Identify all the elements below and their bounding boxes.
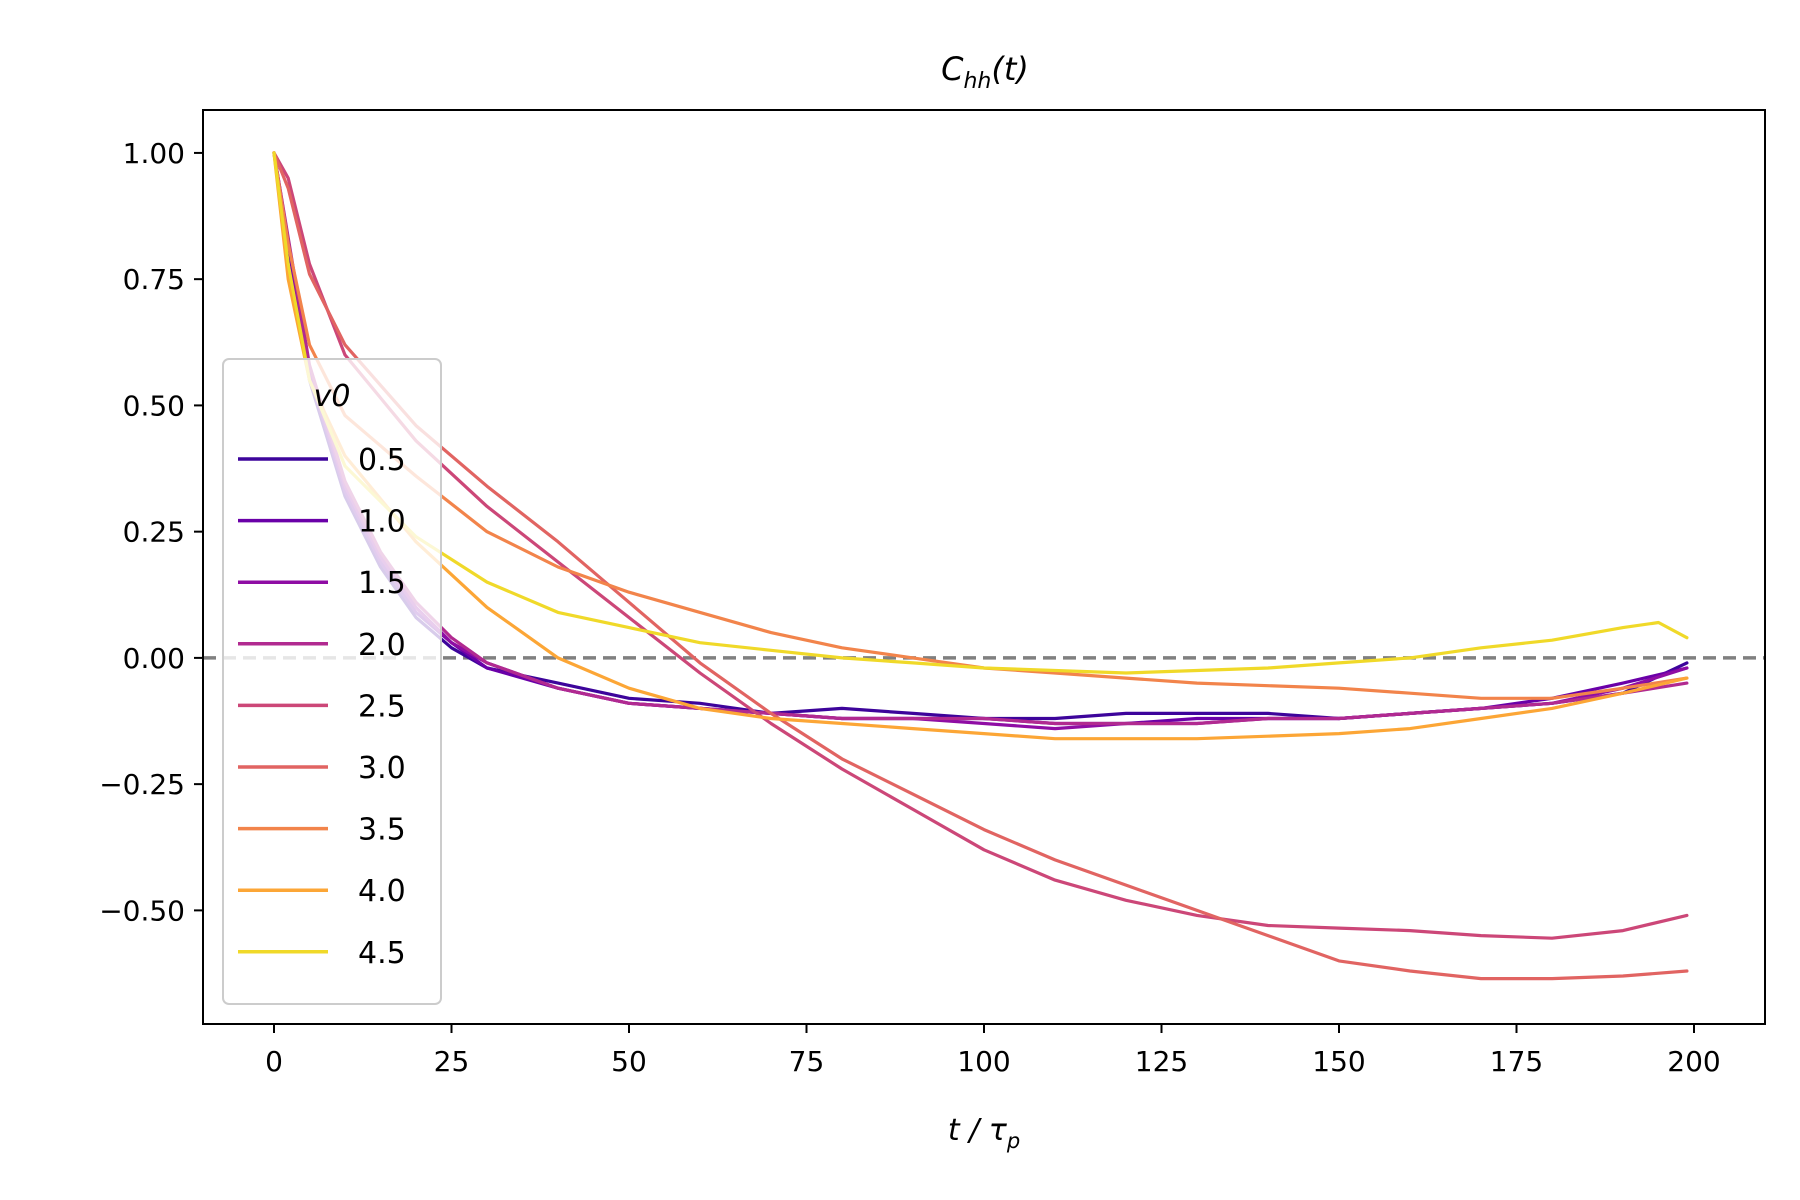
- x-axis-label: t / τp: [948, 1113, 1020, 1153]
- legend-label-2.0: 2.0: [358, 628, 406, 663]
- x-axis: 0 25 50 75 100 125 150 175 200: [265, 1024, 1721, 1078]
- x-tick-label: 25: [434, 1045, 470, 1078]
- legend-label-1.5: 1.5: [358, 566, 406, 601]
- y-tick-label: 0.25: [123, 516, 185, 549]
- legend-label-3.0: 3.0: [358, 751, 406, 786]
- x-tick-label: 150: [1312, 1045, 1365, 1078]
- legend-items: 0.5 1.0 1.5 2.0 2.5 3.0 3.5 4.0 4.5: [238, 443, 406, 971]
- y-tick-label: 0.75: [123, 263, 185, 296]
- legend-label-2.5: 2.5: [358, 689, 406, 724]
- y-tick-label: −0.50: [99, 894, 185, 927]
- y-tick-label: 0.00: [123, 642, 185, 675]
- chart-title: Chh(t): [941, 50, 1029, 94]
- legend-box: [222, 358, 442, 1005]
- x-tick-label: 200: [1667, 1045, 1720, 1078]
- legend-label-4.5: 4.5: [358, 936, 406, 971]
- legend-label-1.0: 1.0: [358, 505, 406, 540]
- x-tick-label: 100: [957, 1045, 1010, 1078]
- y-tick-label: −0.25: [99, 768, 185, 801]
- legend: v0 0.5 1.0 1.5 2.0 2.5 3.0 3.5 4.0 4.5: [222, 358, 442, 1005]
- x-tick-label: 0: [265, 1045, 283, 1078]
- x-tick-label: 75: [789, 1045, 825, 1078]
- legend-label-0.5: 0.5: [358, 443, 406, 478]
- legend-title: v0: [314, 379, 351, 414]
- x-tick-label: 50: [611, 1045, 647, 1078]
- x-tick-label: 175: [1490, 1045, 1543, 1078]
- y-tick-label: 1.00: [123, 137, 185, 170]
- x-tick-label: 125: [1135, 1045, 1188, 1078]
- legend-label-4.0: 4.0: [358, 874, 406, 909]
- legend-label-3.5: 3.5: [358, 813, 406, 848]
- y-axis: 1.00 0.75 0.50 0.25 0.00 −0.25 −0.50: [99, 137, 203, 927]
- y-tick-label: 0.50: [123, 389, 185, 422]
